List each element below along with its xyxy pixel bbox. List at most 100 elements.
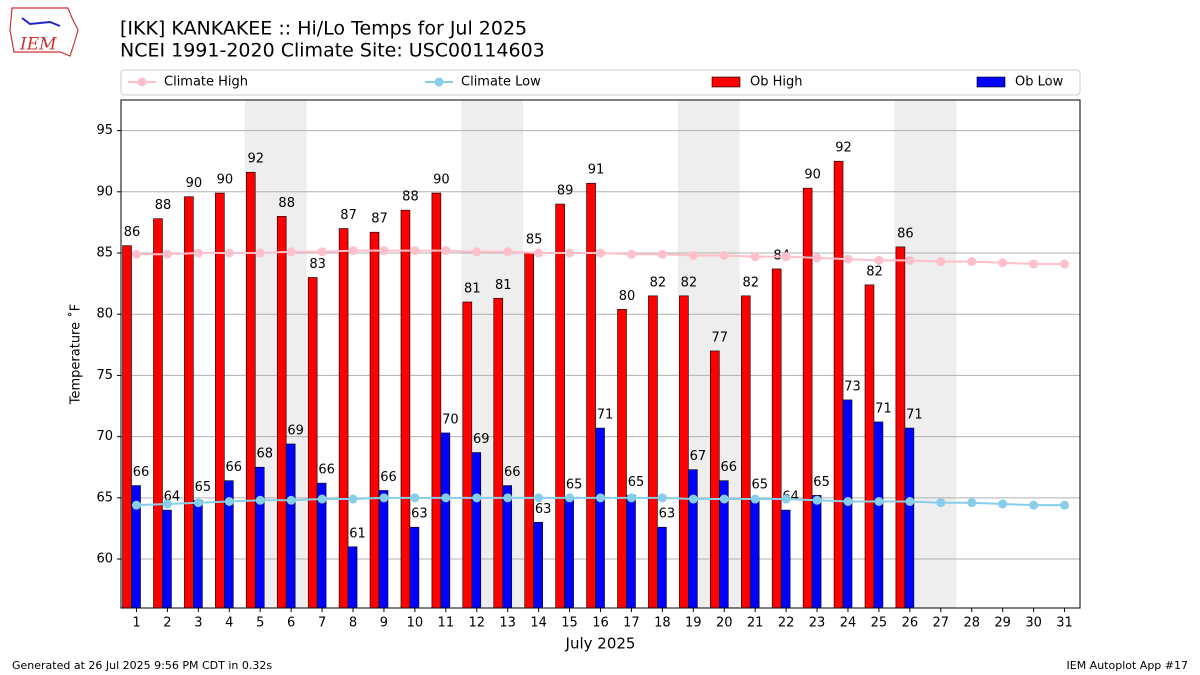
line-point <box>162 499 172 509</box>
line-point <box>410 493 420 503</box>
line-point <box>286 247 296 257</box>
line-point <box>998 499 1008 509</box>
bar <box>254 466 265 609</box>
footer-right: IEM Autoplot App #17 <box>1067 659 1189 672</box>
data-label: 88 <box>155 198 172 213</box>
bar <box>184 196 194 609</box>
x-tick-label: 15 <box>561 616 578 631</box>
bar <box>338 228 349 609</box>
bar <box>710 350 720 609</box>
data-label: 82 <box>681 275 698 290</box>
line-point <box>967 498 977 508</box>
data-label: 63 <box>411 507 428 522</box>
bar <box>285 443 296 609</box>
line-point <box>565 248 575 258</box>
bar <box>740 295 751 609</box>
bar <box>533 522 543 609</box>
y-tick-label: 60 <box>96 552 113 567</box>
data-label: 92 <box>248 152 265 167</box>
line-point <box>688 494 698 504</box>
bar <box>679 295 689 609</box>
bar <box>409 526 420 609</box>
x-tick-label: 20 <box>716 616 733 631</box>
line-point <box>688 250 698 260</box>
x-tick-label: 25 <box>871 616 888 631</box>
x-tick-label: 7 <box>318 616 326 631</box>
bar <box>215 192 225 609</box>
x-tick-label: 22 <box>778 616 795 631</box>
data-label: 63 <box>535 502 552 517</box>
line-point <box>626 493 636 503</box>
bar <box>688 469 698 609</box>
line-point <box>781 252 791 262</box>
data-label: 66 <box>504 465 521 480</box>
x-tick-label: 14 <box>530 616 547 631</box>
bar <box>307 277 318 609</box>
line-point <box>441 493 451 503</box>
x-tick-label: 30 <box>1025 616 1042 631</box>
line-point <box>781 494 791 504</box>
x-axis-title: July 2025 <box>565 635 636 653</box>
data-label: 87 <box>340 208 357 223</box>
x-tick-label: 5 <box>256 616 264 631</box>
data-label: 80 <box>619 289 636 304</box>
line-point <box>565 493 575 503</box>
bar <box>378 490 389 609</box>
legend-swatch <box>711 76 741 88</box>
y-tick-label: 90 <box>96 184 113 199</box>
bar <box>864 284 875 609</box>
bar <box>626 495 636 609</box>
line-point <box>843 254 853 264</box>
data-label: 86 <box>897 226 914 241</box>
chart-title: [IKK] KANKAKEE :: Hi/Lo Temps for Jul 20… <box>120 18 527 40</box>
x-tick-label: 10 <box>407 616 424 631</box>
line-point <box>905 497 915 507</box>
data-label: 65 <box>813 475 830 490</box>
data-label: 86 <box>124 225 141 240</box>
line-point <box>503 493 513 503</box>
line-point <box>657 249 667 259</box>
x-tick-label: 23 <box>809 616 826 631</box>
line-point <box>503 247 513 257</box>
y-tick-label: 80 <box>96 307 113 322</box>
bar <box>122 245 132 609</box>
data-label: 66 <box>318 463 335 478</box>
line-point <box>348 494 358 504</box>
x-tick-label: 21 <box>747 616 764 631</box>
y-tick-label: 75 <box>96 368 113 383</box>
line-point <box>410 246 420 256</box>
bar <box>895 246 906 609</box>
data-label: 65 <box>751 477 768 492</box>
line-point <box>348 246 358 256</box>
data-label: 83 <box>309 257 326 272</box>
line-point <box>379 246 389 256</box>
line-point <box>193 498 203 508</box>
bar <box>749 497 760 609</box>
line-point <box>162 249 172 259</box>
x-tick-label: 6 <box>287 616 295 631</box>
data-label: 71 <box>875 401 892 416</box>
bar <box>771 268 782 609</box>
line-point <box>936 498 946 508</box>
data-label: 71 <box>906 408 923 423</box>
x-tick-label: 26 <box>902 616 919 631</box>
line-point <box>224 248 234 258</box>
y-tick-label: 95 <box>96 123 113 138</box>
line-point <box>750 252 760 262</box>
y-tick-label: 70 <box>96 429 113 444</box>
bar <box>440 432 451 609</box>
data-label: 90 <box>433 173 450 188</box>
x-tick-label: 24 <box>840 616 857 631</box>
line-point <box>719 250 729 260</box>
data-label: 71 <box>597 408 614 423</box>
x-tick-label: 27 <box>933 616 950 631</box>
data-label: 91 <box>588 163 605 178</box>
y-tick-label: 65 <box>96 490 113 505</box>
x-tick-label: 18 <box>654 616 671 631</box>
bar <box>493 298 504 609</box>
bar <box>833 160 844 609</box>
data-label: 66 <box>226 460 243 475</box>
data-label: 81 <box>495 278 512 293</box>
legend-swatch-point <box>137 77 147 87</box>
